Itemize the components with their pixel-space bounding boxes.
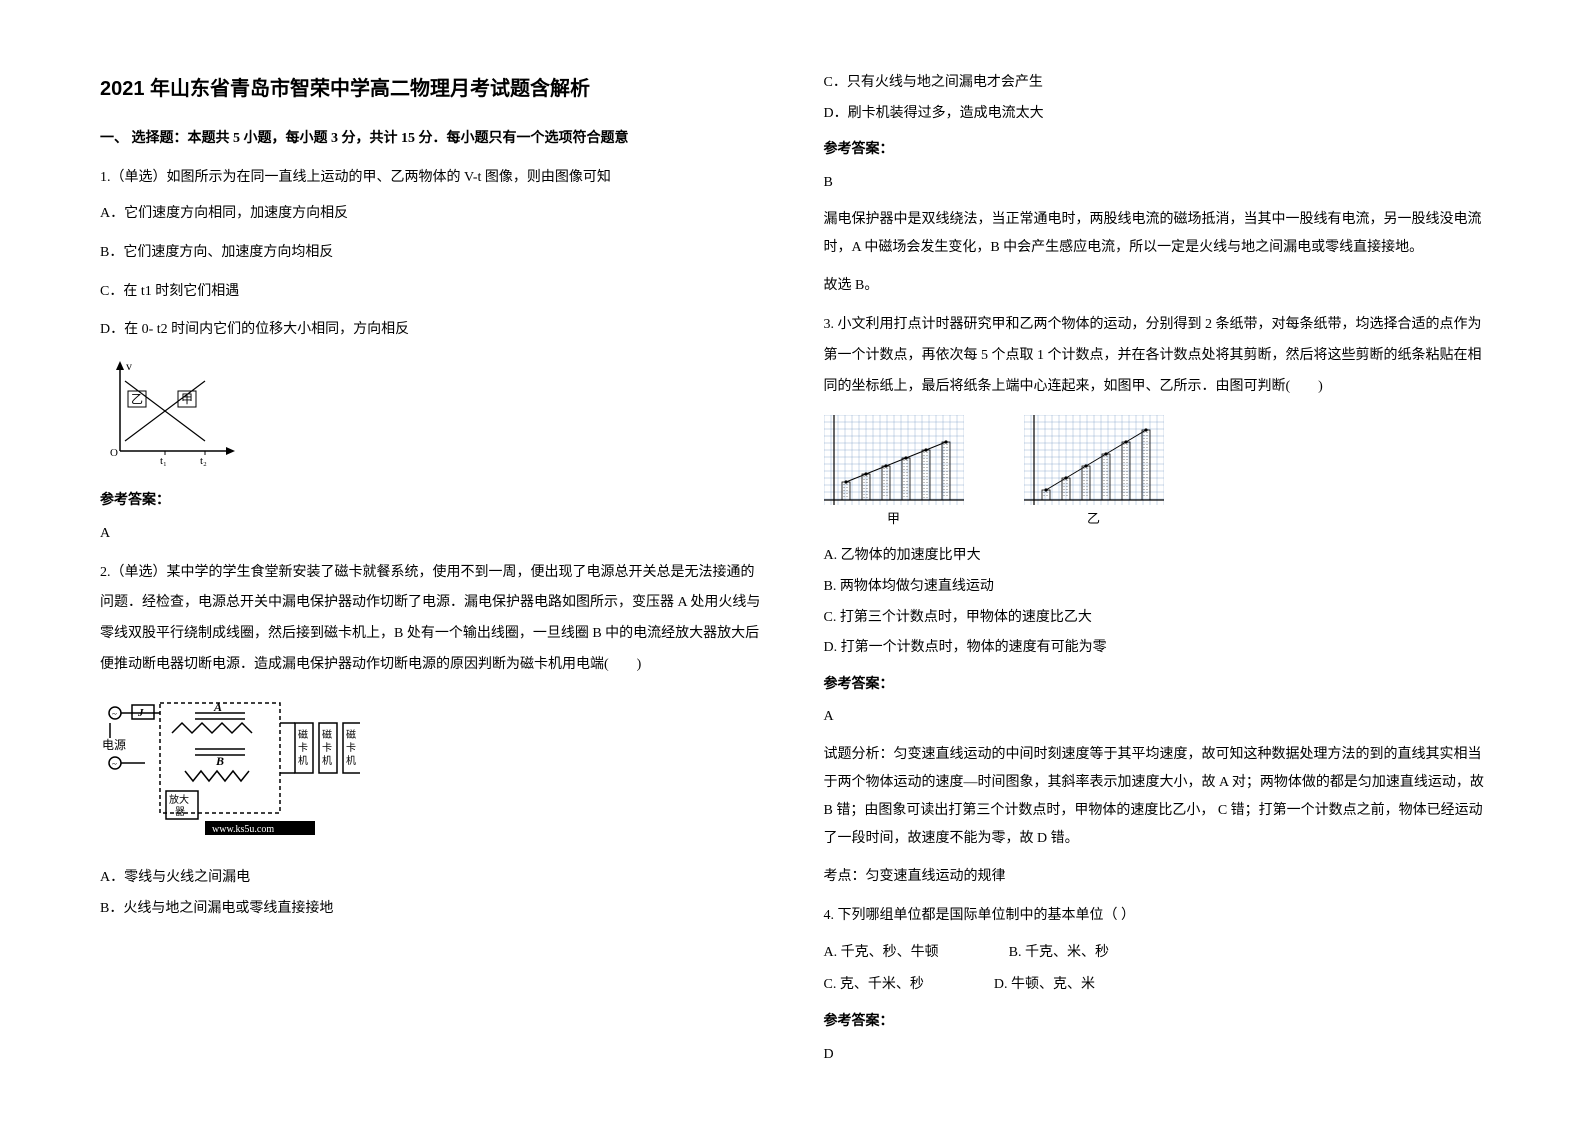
q4-opt-d: D. 牛顿、克、米 <box>994 972 1095 999</box>
svg-text:O: O <box>110 447 118 459</box>
q3-explanation2: 考点：匀变速直线运动的规律 <box>824 863 1488 891</box>
q3-opt-c: C. 打第三个计数点时，甲物体的速度比乙大 <box>824 605 1488 632</box>
q3-opt-a: A. 乙物体的加速度比甲大 <box>824 543 1488 570</box>
q3-explanation: 试题分析：匀变速直线运动的中间时刻速度等于其平均速度，故可知这种数据处理方法的到… <box>824 741 1488 853</box>
svg-text:t₂: t₂ <box>200 455 207 466</box>
svg-text:甲: 甲 <box>181 392 193 406</box>
svg-text:~: ~ <box>112 759 117 769</box>
q2-answer-label: 参考答案： <box>824 137 1488 164</box>
svg-text:机: 机 <box>298 754 308 767</box>
q4-answer: D <box>824 1042 1488 1069</box>
svg-text:www.ks5u.com: www.ks5u.com <box>212 824 274 835</box>
svg-text:器: 器 <box>175 806 185 818</box>
q2-answer: B <box>824 170 1488 197</box>
svg-text:机: 机 <box>322 754 332 767</box>
left-column: 2021 年山东省青岛市智荣中学高二物理月考试题含解析 一、 选择题：本题共 5… <box>100 70 794 1082</box>
q2-stem: 2.（单选）某中学的学生食堂新安装了磁卡就餐系统，使用不到一周，便出现了电源总开… <box>100 558 764 681</box>
q2-opt-b: B．火线与地之间漏电或零线直接接地 <box>100 896 764 923</box>
svg-text:J: J <box>137 707 144 719</box>
svg-text:卡: 卡 <box>346 741 356 754</box>
svg-text:磁: 磁 <box>346 728 356 741</box>
right-column: C．只有火线与地之间漏电才会产生 D．刷卡机装得过多，造成电流太大 参考答案： … <box>794 70 1488 1082</box>
q4-opts-row2: C. 克、千米、秒 D. 牛顿、克、米 <box>824 972 1488 999</box>
svg-text:A: A <box>213 700 222 714</box>
q4-answer-label: 参考答案： <box>824 1009 1488 1036</box>
q1-opt-a: A．它们速度方向相同，加速度方向相反 <box>100 201 764 228</box>
q1-opt-d: D．在 0- t2 时间内它们的位移大小相同，方向相反 <box>100 317 764 344</box>
q2-figure: ~电源~JAB放大器磁卡机磁卡机磁卡机…www.ks5u.com <box>100 693 764 854</box>
q1-answer-label: 参考答案： <box>100 488 764 515</box>
svg-text:机: 机 <box>346 754 356 767</box>
q4-stem: 4. 下列哪组单位都是国际单位制中的基本单位（ ） <box>824 901 1488 932</box>
svg-text:磁: 磁 <box>322 728 332 741</box>
q1-opt-c: C．在 t1 时刻它们相遇 <box>100 279 764 306</box>
svg-text:v: v <box>126 359 132 373</box>
q1-stem: 1.（单选）如图所示为在同一直线上运动的甲、乙两物体的 V-t 图像，则由图像可… <box>100 163 764 194</box>
q3-opt-b: B. 两物体均做匀速直线运动 <box>824 574 1488 601</box>
svg-text:乙: 乙 <box>131 392 143 406</box>
q3-expl2-label: 考点： <box>824 869 866 884</box>
q4-opts-row1: A. 千克、秒、牛顿 B. 千克、米、秒 <box>824 940 1488 967</box>
q2-opt-c: C．只有火线与地之间漏电才会产生 <box>824 70 1488 97</box>
q2-opt-d: D．刷卡机装得过多，造成电流太大 <box>824 101 1488 128</box>
q1-answer: A <box>100 521 764 548</box>
svg-text:t₁: t₁ <box>160 455 167 466</box>
q3-expl2-body: 匀变速直线运动的规律 <box>866 869 1006 884</box>
q1-opt-b: B．它们速度方向、加速度方向均相反 <box>100 240 764 267</box>
q2-opt-a: A．零线与火线之间漏电 <box>100 865 764 892</box>
q3-chart-label-jia: 甲 <box>824 507 964 532</box>
q3-expl-body: 匀变速直线运动的中间时刻速度等于其平均速度，故可知这种数据处理方法的到的直线其实… <box>824 747 1484 846</box>
q3-stem: 3. 小文利用打点计时器研究甲和乙两个物体的运动，分别得到 2 条纸带，对每条纸… <box>824 310 1488 402</box>
q2-explanation: 漏电保护器中是双线绕法，当正常通电时，两股线电流的磁场抵消，当其中一股线有电流，… <box>824 206 1488 262</box>
q4-opt-c: C. 克、千米、秒 <box>824 972 924 999</box>
q1-figure: O 乙 甲 v t₁ t₂ <box>100 356 764 477</box>
svg-text:卡: 卡 <box>322 741 332 754</box>
svg-text:~: ~ <box>112 709 117 719</box>
q3-figure: 甲 乙 <box>824 415 1488 532</box>
svg-text:卡: 卡 <box>298 741 308 754</box>
q3-chart-label-yi: 乙 <box>1024 507 1164 532</box>
q3-answer-label: 参考答案： <box>824 672 1488 699</box>
q4-opt-b: B. 千克、米、秒 <box>1009 940 1109 967</box>
q3-expl-label: 试题分析： <box>824 747 894 762</box>
svg-text:B: B <box>215 754 224 768</box>
q4-opt-a: A. 千克、秒、牛顿 <box>824 940 939 967</box>
section1-heading: 一、 选择题：本题共 5 小题，每小题 3 分，共计 15 分．每小题只有一个选… <box>100 126 764 153</box>
svg-text:放大: 放大 <box>169 793 189 806</box>
exam-title: 2021 年山东省青岛市智荣中学高二物理月考试题含解析 <box>100 70 764 108</box>
q3-opt-d: D. 打第一个计数点时，物体的速度有可能为零 <box>824 635 1488 662</box>
q2-explanation2: 故选 B。 <box>824 272 1488 300</box>
svg-text:电源: 电源 <box>102 738 126 752</box>
q3-answer: A <box>824 704 1488 731</box>
svg-text:磁: 磁 <box>298 728 308 741</box>
